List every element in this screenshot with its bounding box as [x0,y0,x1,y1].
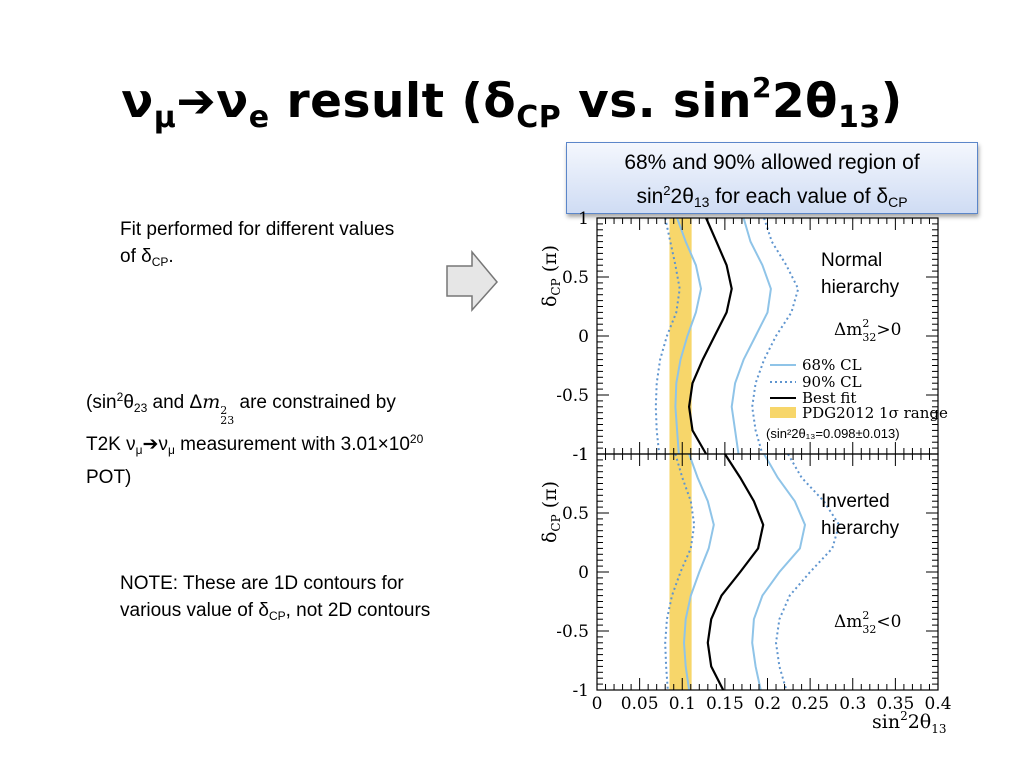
legend-label: PDG2012 1σ range [802,404,948,422]
slide-title: νμ➔νe result (δCP vs. sin22θ13) [121,71,903,135]
x-tick-label: 0.15 [706,694,744,714]
x-tick-label: 0.35 [876,694,914,714]
series-line-68-cl [730,217,772,455]
x-tick-label: 0.2 [754,694,781,714]
series-line-90-cl [664,453,696,691]
y-tick-label: 0.5 [562,268,589,288]
pdg-band [669,454,692,690]
delta-m-label: Δm2 32>0 [834,317,901,344]
callout-box: 68% and 90% allowed region of sin22θ13 f… [566,142,978,214]
x-tick-label: 0.3 [839,694,866,714]
series-line-90-cl [751,217,800,455]
legend-note: (sin²2θ₁₃=0.098±0.013) [766,426,900,441]
series-line-best-fit [706,453,765,691]
right-arrow-icon [446,249,498,312]
y-tick-label: 1 [578,209,589,229]
legend-label: 90% CL [802,373,862,391]
constraint-note: (sin2θ23 and Δm 2 23 are constrained by T2… [86,390,424,488]
hierarchy-label: Inverted [821,491,890,512]
callout-line-2: sin22θ13 for each value of δCP [636,183,908,210]
y-axis-label: δCP (π) [539,245,563,307]
series-line-68-cl [751,453,807,691]
y-tick-label: 0.5 [562,504,589,524]
x-tick-label: 0.25 [791,694,829,714]
y-axis-label: δCP (π) [539,481,563,543]
x-tick-label: 0.05 [621,694,659,714]
y-tick-label: 1 [578,445,589,465]
y-tick-label: -0.5 [556,622,589,642]
series-line-90-cl [654,217,681,455]
x-tick-label: 0 [592,694,603,714]
hierarchy-label: hierarchy [821,277,900,298]
contour-note: NOTE: These are 1D contours for various … [120,573,431,623]
series-line-68-cl [674,217,703,455]
legend-swatch-pdg [770,407,796,418]
legend-label: 68% CL [802,356,862,374]
series-line-best-fit [687,217,733,455]
hierarchy-label: Normal [821,250,882,271]
delta-m-label: Δm2 32<0 [834,609,901,636]
arrow-icon: ➔ [142,434,159,455]
plot-frame [596,453,939,691]
legend-label: Best fit [802,389,856,407]
y-tick-label: 0 [578,327,589,347]
callout-line-1: 68% and 90% allowed region of [624,151,920,174]
fit-note: Fit performed for different values of δC… [120,219,395,269]
x-tick-label: 0.4 [924,694,951,714]
x-tick-label: 0.1 [669,694,696,714]
x-axis-label: sin22θ13 [872,709,947,736]
y-tick-label: -1 [572,681,589,701]
y-tick-label: -0.5 [556,386,589,406]
arrow-icon: ➔ [176,74,217,129]
series-line-68-cl [682,453,715,691]
hierarchy-label: hierarchy [821,518,900,539]
y-tick-label: 0 [578,563,589,583]
chart-panel-bottom [596,453,939,691]
y-tick-label: -1 [572,445,589,465]
